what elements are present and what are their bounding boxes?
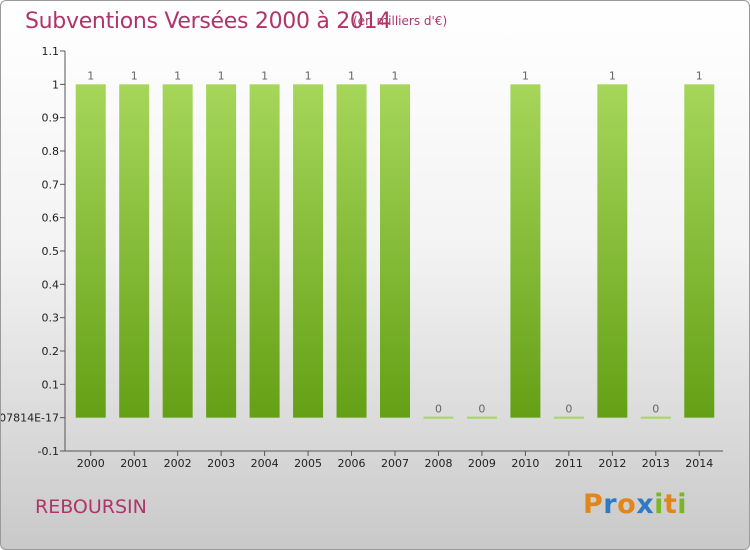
x-tick-label: 2006 (338, 457, 366, 470)
bar (466, 416, 497, 419)
data-label: 1 (87, 69, 94, 82)
y-tick-label: 1.3877787807814E-17 (1, 412, 59, 425)
y-tick-label: 0.9 (42, 112, 60, 125)
x-tick-label: 2000 (77, 457, 105, 470)
data-label: 0 (478, 403, 485, 416)
x-tick-label: 2001 (120, 457, 148, 470)
logo-letter: o (617, 489, 637, 520)
data-label: 0 (565, 403, 572, 416)
logo-letter: i (654, 489, 664, 520)
x-tick-label: 2003 (207, 457, 235, 470)
bar (249, 84, 280, 418)
chart-title: Subventions Versées 2000 à 2014 (25, 9, 392, 34)
y-tick-label: 0.1 (42, 378, 60, 391)
y-tick-label: 0.7 (42, 178, 60, 191)
bar (423, 416, 454, 419)
bar (380, 84, 410, 418)
commune-name: REBOURSIN (35, 496, 147, 518)
data-label: 0 (435, 403, 442, 416)
x-tick-label: 2009 (468, 457, 496, 470)
x-tick-label: 2005 (294, 457, 322, 470)
logo-letter: r (603, 489, 618, 520)
bar (510, 84, 541, 418)
y-tick-label: 0.8 (42, 145, 60, 158)
data-label: 1 (522, 69, 529, 82)
data-label: 1 (348, 69, 355, 82)
bar (162, 84, 193, 418)
x-tick-label: 2008 (424, 457, 452, 470)
bar (640, 416, 671, 419)
bar (553, 416, 584, 419)
proxiti-logo: Proxiti (583, 489, 687, 520)
x-tick-label: 2004 (251, 457, 279, 470)
x-tick-label: 2014 (685, 457, 713, 470)
x-tick-label: 2010 (511, 457, 539, 470)
bar (684, 84, 715, 418)
data-label: 1 (261, 69, 268, 82)
bar (75, 84, 106, 418)
logo-letter: t (663, 489, 678, 520)
data-label: 1 (305, 69, 312, 82)
data-label: 1 (131, 69, 138, 82)
bar (206, 84, 237, 418)
y-tick-label: -0.1 (38, 445, 59, 458)
logo-letter: x (636, 489, 655, 520)
data-label: 1 (218, 69, 225, 82)
y-tick-label: 0.5 (42, 245, 60, 258)
data-label: 1 (696, 69, 703, 82)
y-tick-label: 1.1 (42, 45, 60, 58)
y-tick-label: 0.6 (42, 212, 60, 225)
x-tick-label: 2002 (164, 457, 192, 470)
bar (597, 84, 628, 418)
y-tick-label: 0.2 (42, 345, 60, 358)
logo-letter: P (583, 489, 604, 520)
x-tick-label: 2011 (555, 457, 583, 470)
y-tick-label: 0.4 (42, 278, 60, 291)
x-tick-label: 2013 (642, 457, 670, 470)
bar (119, 84, 150, 418)
logo-letter: i (677, 489, 688, 520)
bar (336, 84, 367, 418)
x-tick-label: 2007 (381, 457, 409, 470)
bar (293, 84, 324, 418)
chart-subtitle: (en milliers d'€) (353, 14, 448, 28)
y-tick-label: 1 (52, 78, 59, 91)
data-label: 1 (392, 69, 399, 82)
x-tick-label: 2012 (598, 457, 626, 470)
data-label: 1 (174, 69, 181, 82)
y-tick-label: 0.3 (42, 312, 60, 325)
data-label: 0 (652, 403, 659, 416)
data-label: 1 (609, 69, 616, 82)
